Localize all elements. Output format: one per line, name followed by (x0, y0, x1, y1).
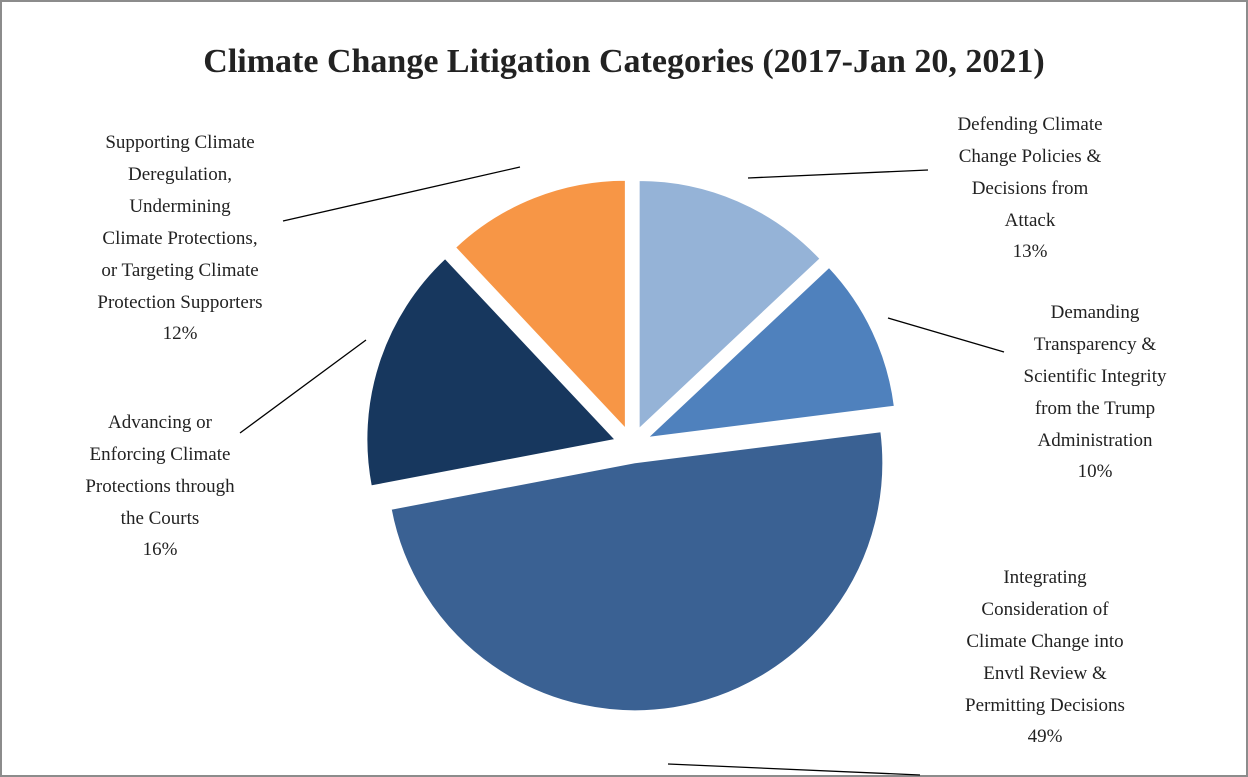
pie-slice (638, 179, 821, 430)
chart-title: Climate Change Litigation Categories (20… (203, 43, 1044, 80)
slice-label: Integrating Consideration of Climate Chang… (965, 567, 1125, 716)
slice-label: Defending Climate Change Policies & Decisi… (957, 114, 1102, 231)
pie-slice (366, 257, 616, 487)
slice-value-label: 16% (143, 539, 178, 560)
pie-slice (390, 431, 884, 712)
slice-value-label: 10% (1078, 461, 1113, 482)
slice-value-label: 12% (163, 323, 198, 344)
leader-line (747, 169, 929, 179)
slice-label: Supporting Climate Deregulation, Undermini… (97, 132, 262, 313)
slice-value-label: 13% (1013, 241, 1048, 262)
pie-slice (646, 266, 895, 439)
slice-value-label: 49% (1028, 726, 1063, 747)
leader-line (282, 166, 521, 222)
leader-line (887, 317, 1005, 353)
leader-line (667, 763, 921, 776)
slice-label: Demanding Transparency & Scientific Integr… (1024, 302, 1167, 451)
leader-line (239, 339, 367, 434)
pie-slice (454, 179, 626, 430)
slice-label: Advancing or Enforcing Climate Protections… (85, 412, 235, 529)
